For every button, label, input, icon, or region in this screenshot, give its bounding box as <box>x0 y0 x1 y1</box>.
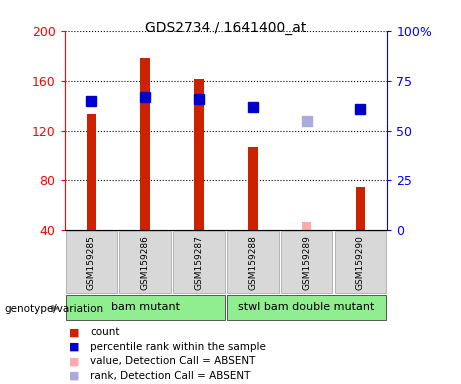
Text: GSM159290: GSM159290 <box>356 235 365 290</box>
Bar <box>194 79 204 230</box>
Text: ■: ■ <box>69 371 80 381</box>
Text: value, Detection Call = ABSENT: value, Detection Call = ABSENT <box>90 356 255 366</box>
FancyBboxPatch shape <box>65 231 117 293</box>
Bar <box>301 222 311 230</box>
Text: GDS2734 / 1641400_at: GDS2734 / 1641400_at <box>145 21 307 35</box>
FancyBboxPatch shape <box>281 231 332 293</box>
Bar <box>248 147 258 230</box>
Bar <box>87 114 96 230</box>
Text: count: count <box>90 327 119 337</box>
FancyBboxPatch shape <box>335 231 386 293</box>
FancyBboxPatch shape <box>65 295 225 319</box>
Text: GSM159287: GSM159287 <box>195 235 203 290</box>
Text: GSM159286: GSM159286 <box>141 235 150 290</box>
Text: GSM159285: GSM159285 <box>87 235 96 290</box>
FancyBboxPatch shape <box>119 231 171 293</box>
Text: ■: ■ <box>69 327 80 337</box>
Text: stwl bam double mutant: stwl bam double mutant <box>238 302 375 312</box>
Text: genotype/variation: genotype/variation <box>5 304 104 314</box>
Bar <box>140 58 150 230</box>
FancyBboxPatch shape <box>227 231 278 293</box>
Text: GSM159288: GSM159288 <box>248 235 257 290</box>
Text: GSM159289: GSM159289 <box>302 235 311 290</box>
Text: bam mutant: bam mutant <box>111 302 180 312</box>
Text: ■: ■ <box>69 342 80 352</box>
Text: ■: ■ <box>69 356 80 366</box>
Text: rank, Detection Call = ABSENT: rank, Detection Call = ABSENT <box>90 371 250 381</box>
FancyBboxPatch shape <box>173 231 225 293</box>
Bar <box>355 187 365 230</box>
FancyBboxPatch shape <box>227 295 386 319</box>
Text: percentile rank within the sample: percentile rank within the sample <box>90 342 266 352</box>
